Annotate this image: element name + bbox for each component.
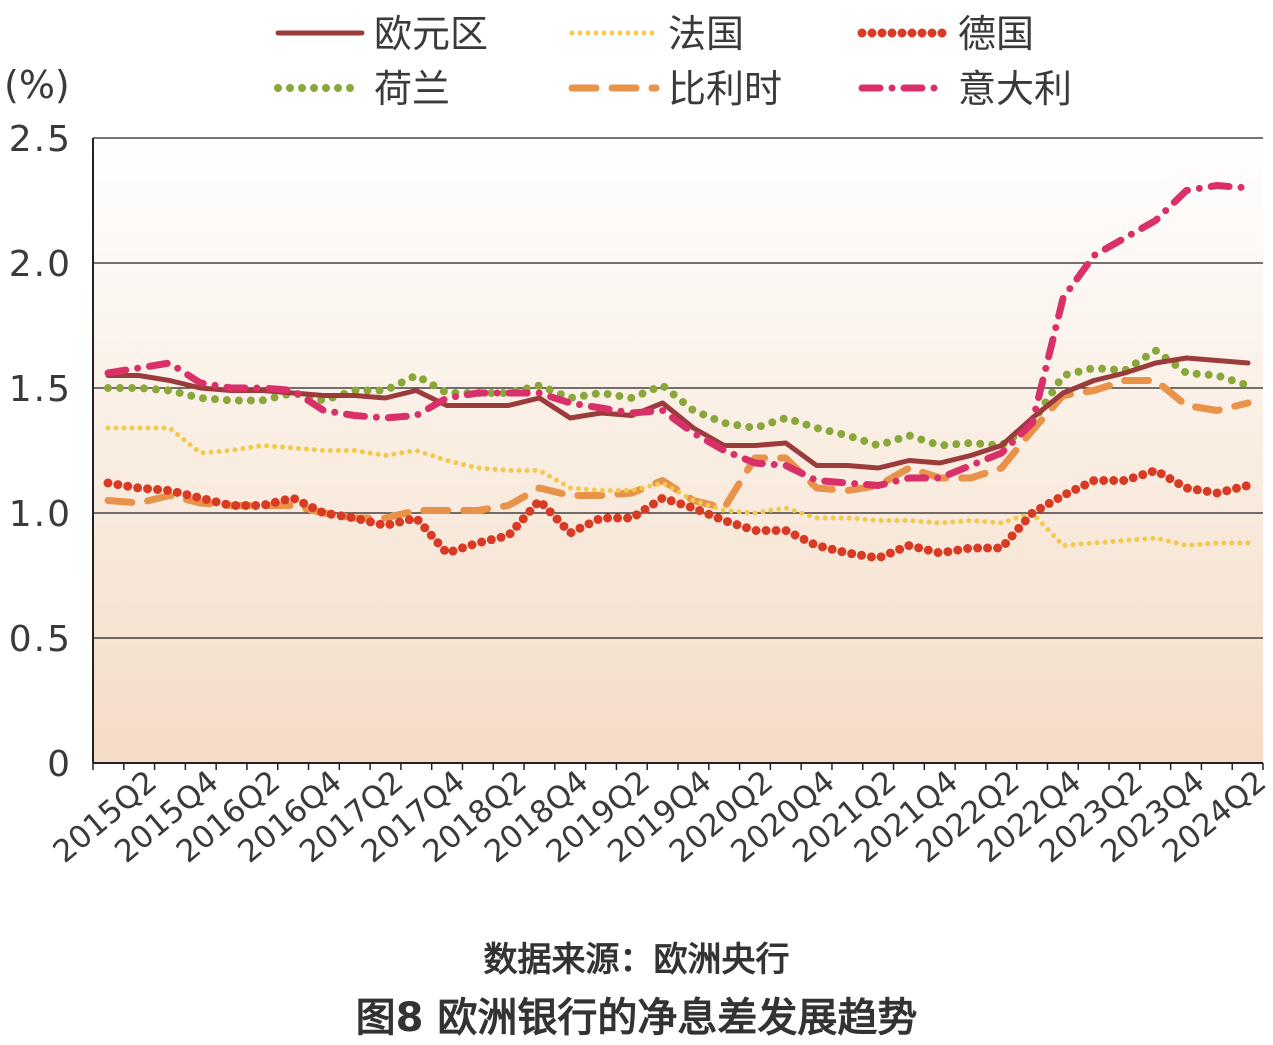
plot-background — [93, 138, 1263, 763]
legend-label-5: 意大利 — [958, 67, 1072, 111]
y-tick-label: 1.0 — [9, 494, 72, 535]
x-axis-ticks: 2015Q22015Q42016Q22016Q42017Q22017Q42018… — [47, 764, 1273, 871]
y-axis-label: (%) — [4, 63, 70, 107]
chart-source: 数据来源：欧洲央行 — [483, 940, 790, 980]
legend-label-1: 法国 — [668, 12, 744, 56]
legend-label-0: 欧元区 — [374, 12, 488, 56]
axes — [92, 138, 1264, 770]
series-line-2 — [103, 466, 1253, 563]
y-tick-label: 0.5 — [9, 619, 72, 660]
y-axis-ticks: 0 0.5 1.0 1.5 2.0 2.5 — [9, 119, 72, 785]
y-tick-label: 0 — [47, 744, 72, 785]
chart-area: 0 0.5 1.0 1.5 2.0 2.5 2015Q22015Q42016Q22016Q… — [4, 12, 1273, 871]
chart-title: 图8 欧洲银行的净息差发展趋势 — [355, 995, 918, 1041]
y-tick-label: 2.5 — [9, 119, 72, 160]
legend-label-4: 比利时 — [668, 67, 782, 111]
y-tick-label: 1.5 — [9, 369, 72, 410]
y-tick-label: 2.0 — [9, 244, 72, 285]
series-line-5 — [104, 182, 1252, 489]
legend-label-2: 德国 — [958, 12, 1034, 56]
series-line-1 — [105, 425, 1251, 548]
series-lines — [103, 182, 1253, 563]
legend-label-3: 荷兰 — [374, 67, 450, 111]
